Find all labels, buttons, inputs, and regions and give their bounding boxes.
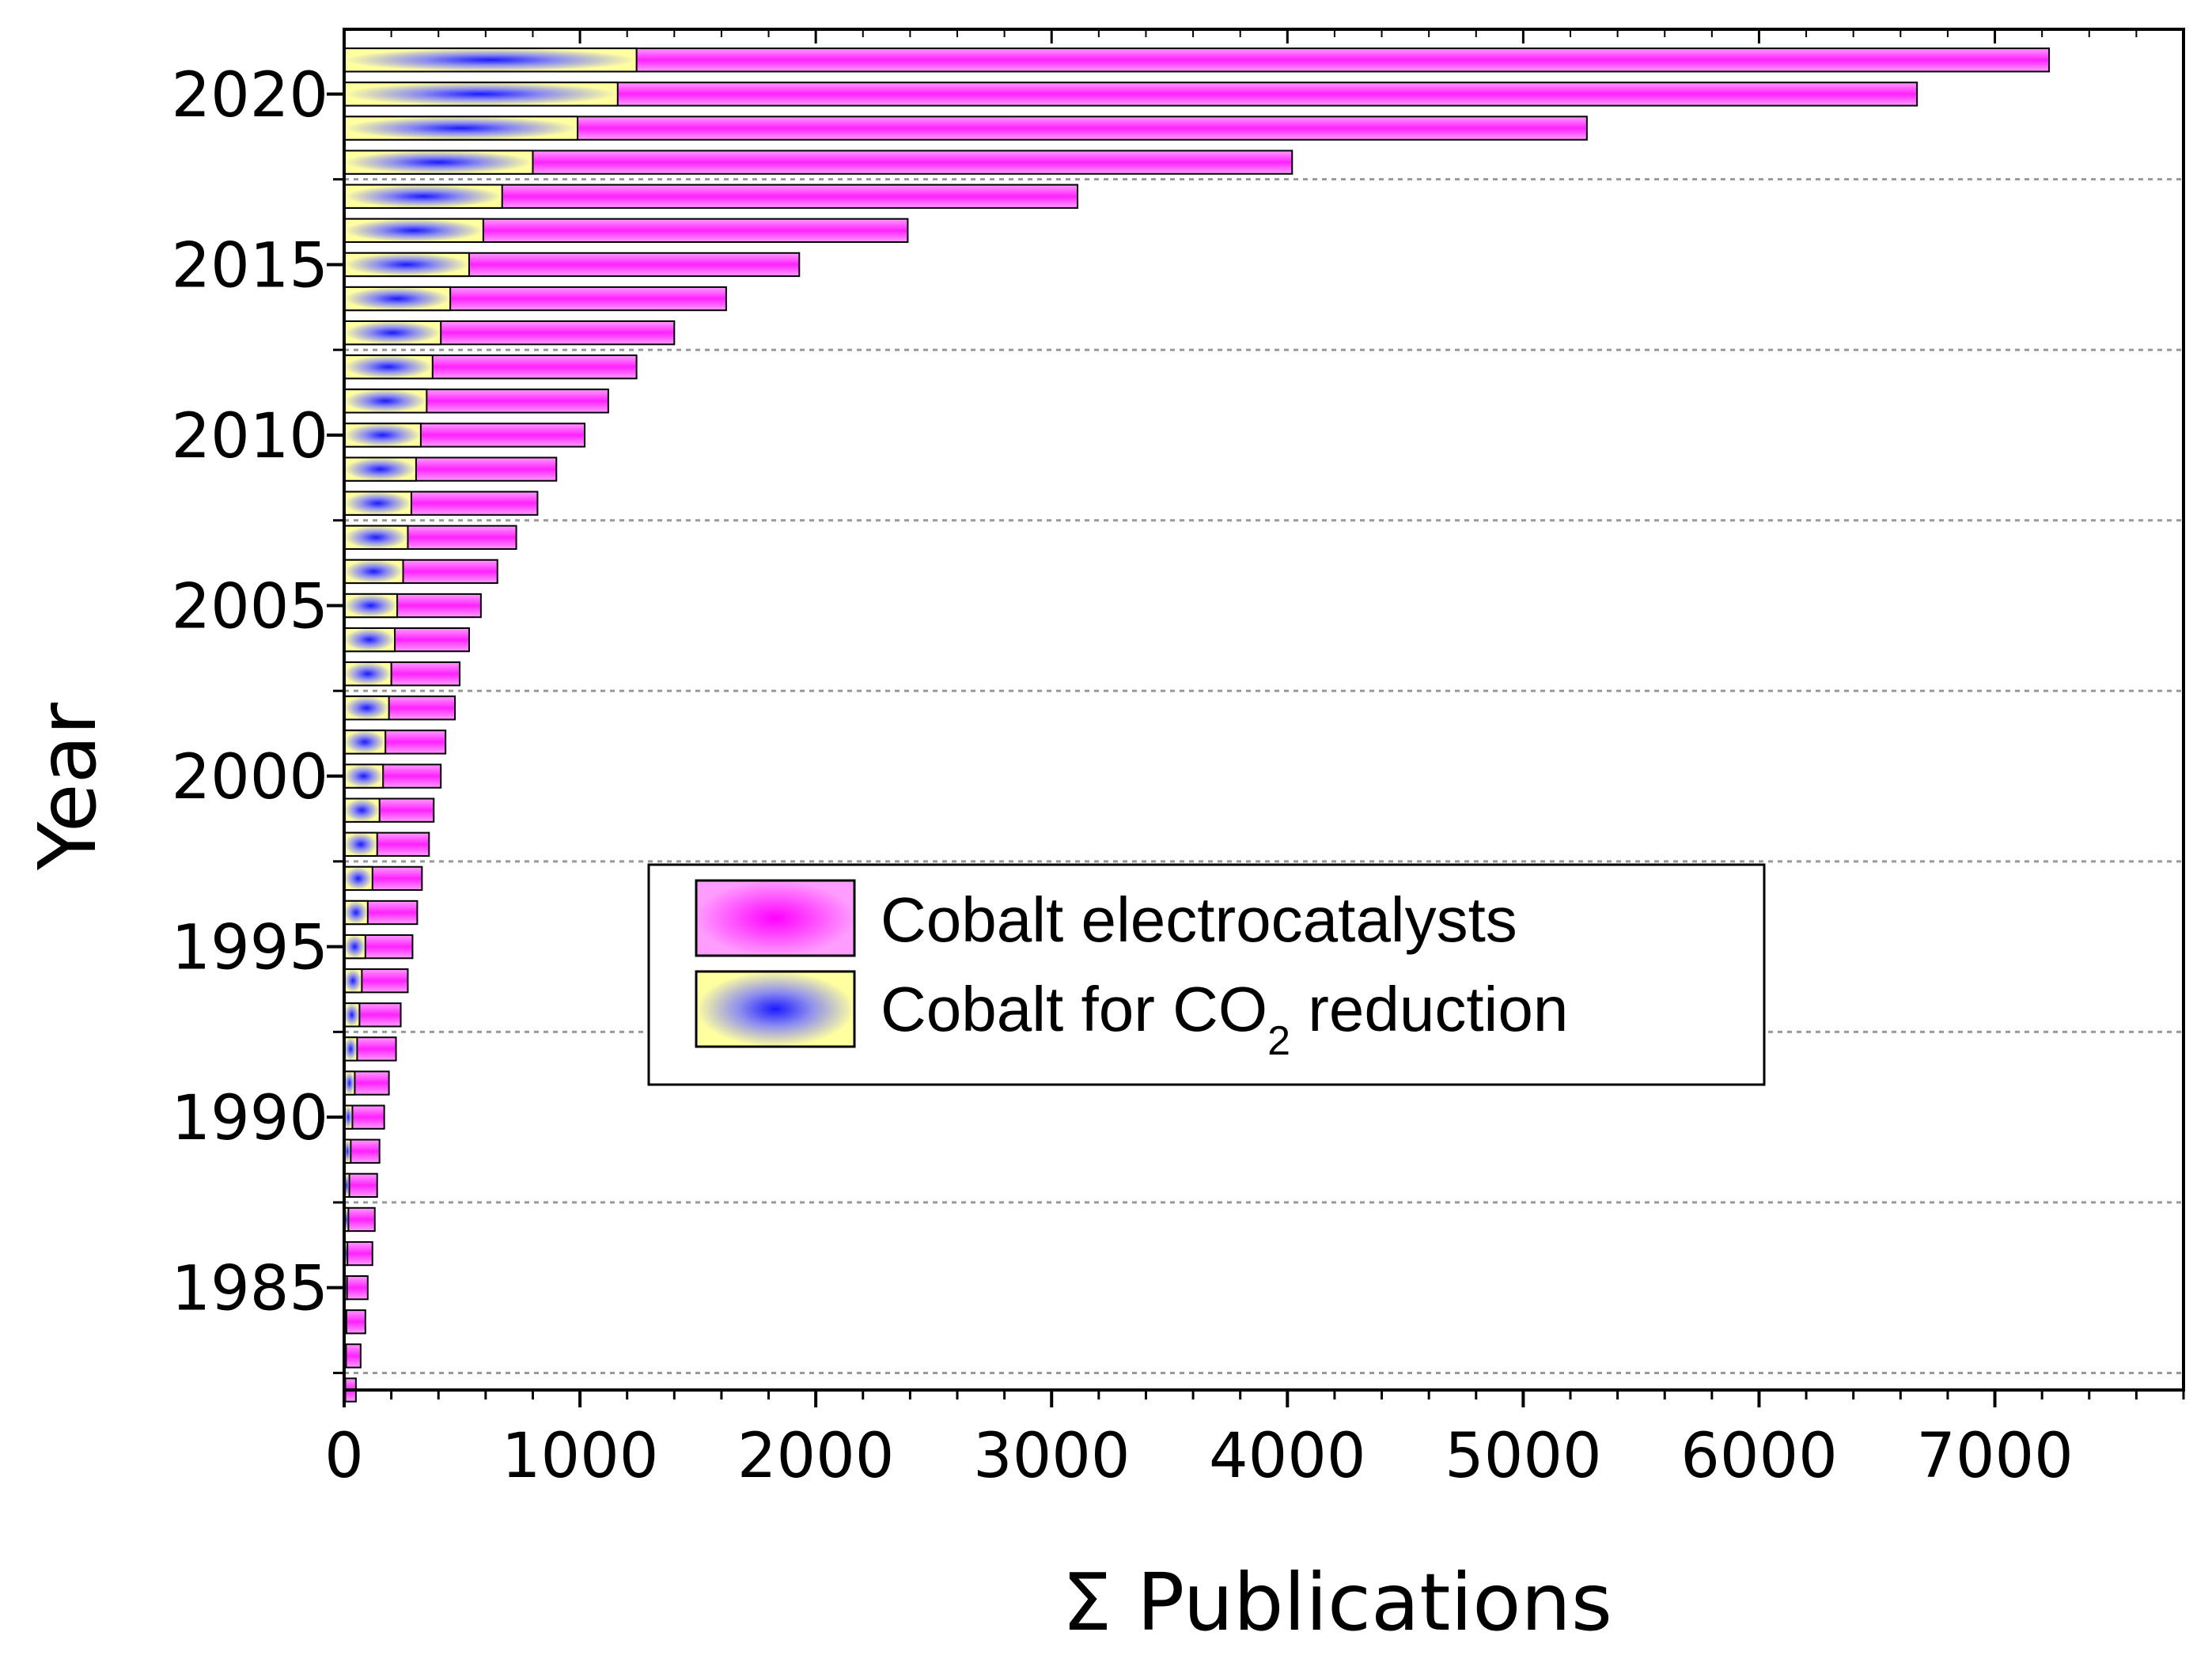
plot-frame: [343, 28, 2185, 1392]
legend-label-cobalt-electrocatalysts: Cobalt electrocatalysts: [881, 884, 1517, 955]
x-tick-label: 5000: [1445, 1421, 1602, 1492]
bar-cobalt-co2-reduction-2001: [343, 729, 387, 755]
bar-cobalt-electrocatalysts-1984: [343, 1309, 366, 1335]
bar-cobalt-co2-reduction-1994: [343, 968, 363, 994]
y-tick-label: 1995: [171, 913, 328, 984]
x-axis-title: Σ Publications: [1062, 1556, 1612, 1649]
bar-cobalt-co2-reduction-1995: [343, 934, 366, 960]
legend-label-subscript: 2: [1267, 1018, 1290, 1064]
bar-cobalt-co2-reduction-1993: [343, 1002, 361, 1028]
bar-cobalt-co2-reduction-2008: [343, 490, 412, 516]
bar-cobalt-co2-reduction-2018: [343, 150, 534, 175]
bar-cobalt-electrocatalysts-1986: [343, 1240, 373, 1267]
bar-cobalt-co2-reduction-2015: [343, 252, 470, 278]
bar-cobalt-co2-reduction-2000: [343, 763, 384, 789]
axes: [343, 28, 2185, 1392]
bar-cobalt-co2-reduction-1998: [343, 831, 378, 857]
legend-swatch-cobalt-electrocatalysts: [695, 879, 856, 957]
x-tick-label: 4000: [1209, 1421, 1366, 1492]
bars: [343, 47, 2051, 1403]
bar-cobalt-co2-reduction-2010: [343, 422, 422, 448]
bar-cobalt-co2-reduction-2003: [343, 661, 392, 687]
bar-cobalt-co2-reduction-2020: [343, 81, 619, 107]
legend-swatch-cobalt-co2-reduction: [695, 970, 856, 1048]
bar-cobalt-co2-reduction-2013: [343, 320, 442, 346]
x-tick-label: 7000: [1916, 1421, 2074, 1492]
bar-cobalt-co2-reduction-2012: [343, 354, 434, 380]
bar-cobalt-co2-reduction-2005: [343, 593, 399, 619]
x-tick-label: 6000: [1680, 1421, 1838, 1492]
y-tick-label: 2000: [171, 742, 328, 813]
bar-cobalt-co2-reduction-1991: [343, 1070, 356, 1096]
y-tick-label: 1985: [171, 1254, 328, 1325]
bar-cobalt-co2-reduction-2007: [343, 525, 409, 550]
legend-label-cobalt-co2-reduction: Cobalt for CO2 reduction: [881, 974, 1568, 1064]
gridlines: [344, 178, 2184, 1374]
bar-cobalt-co2-reduction-2004: [343, 627, 396, 653]
bar-cobalt-electrocatalysts-1985: [343, 1275, 369, 1301]
legend-label-main: Cobalt for CO: [881, 974, 1267, 1044]
bar-cobalt-co2-reduction-2014: [343, 286, 452, 312]
bar-cobalt-co2-reduction-2016: [343, 218, 484, 243]
y-tick-label: 2010: [171, 401, 328, 472]
bar-cobalt-co2-reduction-1997: [343, 865, 373, 892]
y-axis-title: Year: [21, 702, 114, 871]
x-tick-label: 1000: [502, 1421, 659, 1492]
y-tick-label: 2005: [171, 572, 328, 643]
x-tick-label: 0: [324, 1421, 364, 1492]
x-tick-label: 3000: [973, 1421, 1131, 1492]
ticks: 0 1000 2000 3000 4000 5000 6000 7000 1985 1990 199…: [171, 29, 2185, 1492]
bar-cobalt-co2-reduction-2002: [343, 695, 390, 721]
bar-cobalt-co2-reduction-1992: [343, 1036, 358, 1062]
bar-cobalt-co2-reduction-2009: [343, 456, 417, 482]
y-tick-label: 2020: [171, 60, 328, 131]
legend: Cobalt electrocatalysts Cobalt for CO2 r…: [647, 863, 1766, 1086]
legend-label-tail: reduction: [1290, 974, 1568, 1044]
bar-cobalt-co2-reduction-2006: [343, 559, 404, 585]
bar-cobalt-co2-reduction-2011: [343, 388, 428, 414]
bar-cobalt-co2-reduction-2021: [343, 47, 638, 73]
y-tick-label: 1990: [171, 1083, 328, 1154]
x-tick-label: 2000: [737, 1421, 895, 1492]
bar-cobalt-co2-reduction-2019: [343, 116, 579, 141]
bar-cobalt-co2-reduction-2017: [343, 184, 503, 209]
bar-cobalt-co2-reduction-1999: [343, 797, 381, 823]
bar-cobalt-co2-reduction-1996: [343, 899, 369, 926]
y-tick-label: 2015: [171, 230, 328, 301]
